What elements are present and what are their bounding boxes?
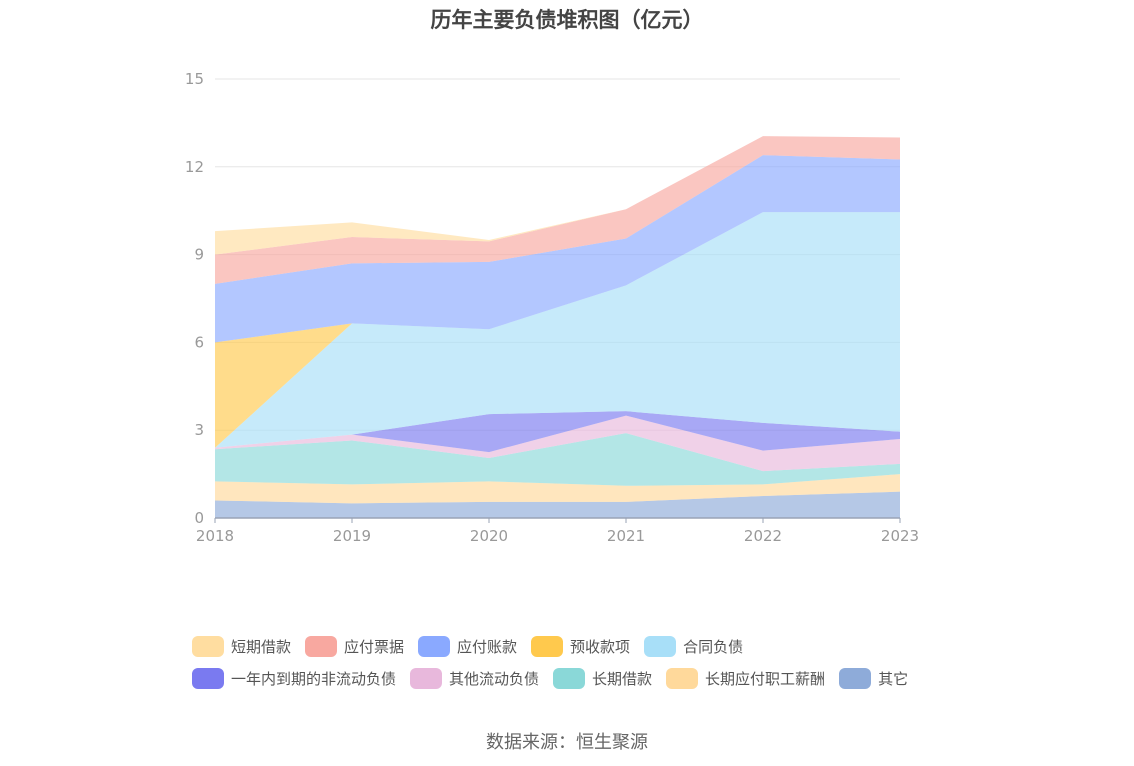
- y-tick-label: 15: [185, 70, 204, 88]
- legend-label: 其他流动负债: [449, 669, 540, 688]
- x-tick-label: 2018: [196, 527, 234, 545]
- legend-label: 合同负债: [683, 637, 744, 656]
- area-series-7: [215, 155, 900, 343]
- area-series-9: [215, 136, 900, 255]
- legend-swatch: [410, 667, 443, 689]
- legend-label: 应付账款: [457, 637, 518, 656]
- x-tick-label: 2019: [333, 527, 371, 545]
- legend-swatch: [839, 667, 872, 689]
- legend-label: 长期应付职工薪酬: [705, 669, 826, 688]
- axes: 0 3 6 9 12 15 2018 2019 2020 2021 2022 2023: [185, 70, 919, 545]
- legend-label: 一年内到期的非流动负债: [231, 669, 397, 688]
- legend-label: 短期借款: [231, 637, 292, 656]
- area-series-2: [215, 433, 900, 486]
- legend-swatch: [531, 635, 564, 657]
- area-series-8: [215, 136, 900, 284]
- stacked-area-chart: 0 3 6 9 12 15 2018 2019 2020 2021 2022 2023: [185, 70, 919, 545]
- legend-item[interactable]: 合同负债: [644, 635, 744, 657]
- chart-title: 历年主要负债堆积图（亿元）: [430, 8, 704, 32]
- x-tick-label: 2020: [470, 527, 508, 545]
- legend-row-1: 短期借款 应付票据 应付账款 预收款项 合同负债: [192, 630, 972, 662]
- legend-label: 其它: [878, 669, 909, 688]
- legend-swatch: [644, 635, 677, 657]
- x-tick-label: 2022: [744, 527, 782, 545]
- area-series: [215, 136, 900, 518]
- y-tick-label: 9: [194, 246, 204, 264]
- legend-item[interactable]: 长期应付职工薪酬: [666, 667, 826, 689]
- y-tick-label: 3: [194, 421, 204, 439]
- legend-row-2: 一年内到期的非流动负债 其他流动负债 长期借款 长期应付职工薪酬 其它: [192, 662, 972, 694]
- area-series-0: [215, 491, 900, 518]
- legend-item[interactable]: 其它: [839, 667, 909, 689]
- area-series-3: [215, 415, 900, 472]
- area-series-4: [215, 411, 900, 453]
- y-tick-label: 6: [194, 333, 204, 351]
- legend-item[interactable]: 短期借款: [192, 635, 292, 657]
- legend-item[interactable]: 一年内到期的非流动负债: [192, 667, 397, 689]
- legend-item[interactable]: 预收款项: [531, 635, 631, 657]
- legend-item[interactable]: 长期借款: [553, 667, 653, 689]
- area-series-5: [215, 212, 900, 448]
- y-tick-label: 12: [185, 158, 204, 176]
- y-tick-label: 0: [194, 509, 204, 527]
- legend-label: 应付票据: [344, 637, 405, 656]
- area-series-1: [215, 474, 900, 504]
- legend-swatch: [666, 667, 699, 689]
- legend-item[interactable]: 应付账款: [418, 635, 518, 657]
- data-source: 数据来源：恒生聚源: [486, 732, 648, 753]
- legend-item[interactable]: 应付票据: [305, 635, 405, 657]
- legend-swatch: [192, 667, 224, 689]
- x-tick-label: 2023: [881, 527, 919, 545]
- legend-swatch: [553, 667, 586, 689]
- legend-swatch: [418, 635, 451, 657]
- x-tick-label: 2021: [607, 527, 645, 545]
- legend-item[interactable]: 其他流动负债: [410, 667, 540, 689]
- legend-swatch: [192, 635, 224, 657]
- legend: 短期借款 应付票据 应付账款 预收款项 合同负债 一年内到期的非流动负债 其他流动负债 长期…: [192, 630, 972, 694]
- legend-swatch: [305, 635, 338, 657]
- legend-label: 预收款项: [570, 637, 631, 656]
- legend-label: 长期借款: [592, 669, 653, 688]
